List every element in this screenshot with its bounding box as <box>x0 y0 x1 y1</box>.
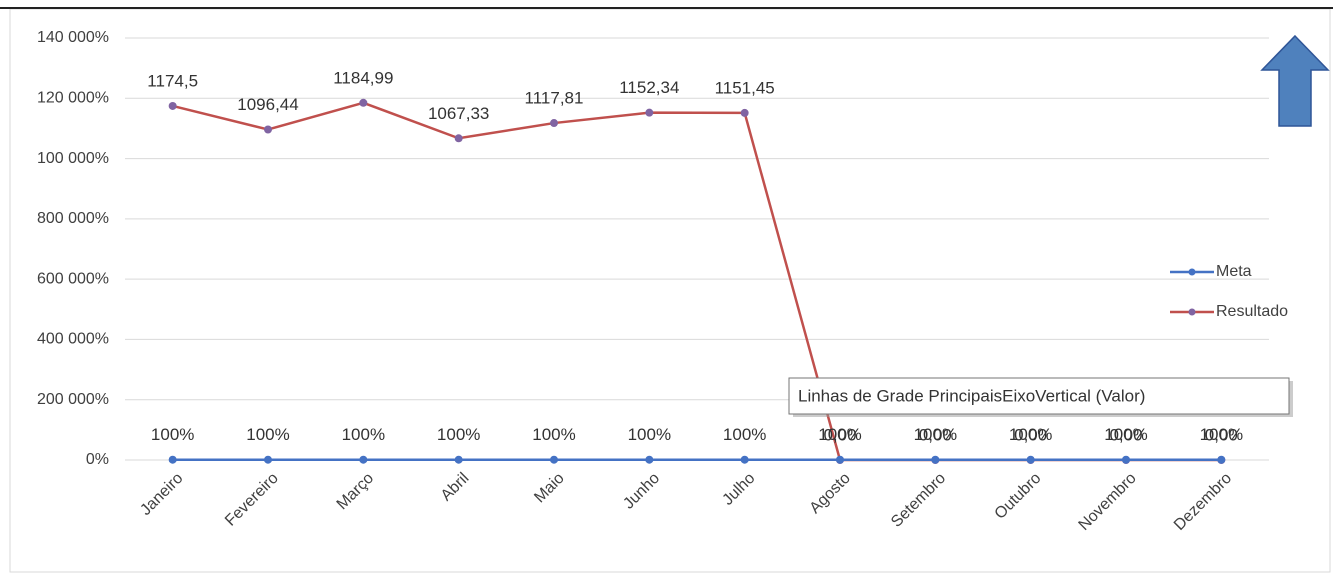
data-label: 0,00 <box>1014 425 1047 444</box>
data-label: 0,00 <box>823 425 856 444</box>
y-tick-label: 200 000% <box>37 391 109 408</box>
data-label: 1096,44 <box>237 95 298 114</box>
legend-label: Resultado <box>1216 303 1288 320</box>
point <box>550 119 558 128</box>
data-label: 100% <box>1104 425 1147 444</box>
point <box>454 134 463 143</box>
data-label: 0,00 <box>1205 425 1238 444</box>
data-label: 100% <box>342 425 385 444</box>
data-label: 100% <box>151 425 194 444</box>
point <box>359 98 368 107</box>
point <box>645 455 654 464</box>
data-label: 1117,81 <box>525 89 584 108</box>
point <box>931 455 940 464</box>
point <box>359 455 368 464</box>
point <box>740 455 749 464</box>
tooltip-text: Linhas de Grade PrincipaisEixoVertical (… <box>798 386 1145 405</box>
y-tick-label: 140 000% <box>37 29 109 46</box>
y-tick-label: 800 000% <box>37 210 109 227</box>
data-label: 0,00 <box>1109 425 1142 444</box>
point <box>836 455 844 464</box>
data-label: 100% <box>723 425 766 444</box>
chart-frame <box>9 8 1331 573</box>
legend-marker <box>1188 268 1196 276</box>
point <box>1122 455 1130 464</box>
point <box>168 455 177 464</box>
data-label: 100% <box>628 425 671 444</box>
data-label: 1067,33 <box>428 104 489 123</box>
y-tick-label: 120 000% <box>37 90 109 107</box>
data-label: 1184,99 <box>333 68 393 87</box>
data-label: 100% <box>1009 425 1052 444</box>
point <box>454 455 463 464</box>
data-label: 0,00 <box>919 425 952 444</box>
data-label: 100% <box>532 425 575 444</box>
point <box>264 455 272 464</box>
data-label: 100% <box>1200 425 1243 444</box>
point <box>1217 455 1226 464</box>
y-tick-label: 400 000% <box>37 331 109 348</box>
point <box>550 455 558 464</box>
y-tick-label: 0% <box>86 451 109 468</box>
tooltip-box <box>788 377 1290 415</box>
data-label: 1151,45 <box>715 78 775 97</box>
point <box>740 108 749 117</box>
point <box>264 125 272 134</box>
y-tick-label: 600 000% <box>37 270 109 287</box>
y-tick-label: 100 000% <box>37 150 109 167</box>
data-label: 1152,34 <box>619 78 679 97</box>
legend-label: Meta <box>1216 263 1252 280</box>
data-label: 1174,5 <box>147 71 198 90</box>
up-arrow-icon <box>1260 34 1330 127</box>
data-label: 100% <box>246 425 289 444</box>
point <box>645 108 654 117</box>
point <box>1026 455 1035 464</box>
data-label: 100% <box>818 425 861 444</box>
point <box>168 101 177 110</box>
legend-marker <box>1188 308 1196 316</box>
data-label: 100% <box>437 425 480 444</box>
data-label: 100% <box>914 425 957 444</box>
